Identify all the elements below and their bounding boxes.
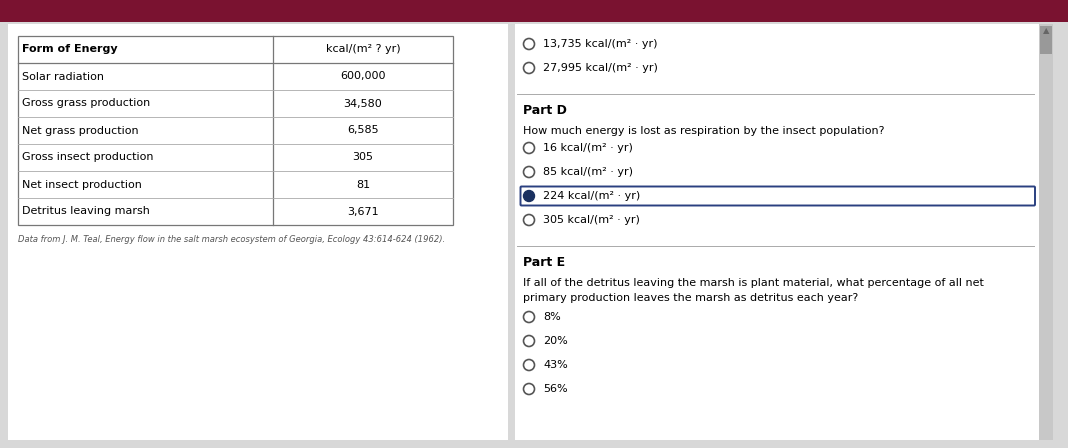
Text: 43%: 43%	[543, 360, 568, 370]
Text: Solar radiation: Solar radiation	[22, 72, 104, 82]
Bar	[515, 24, 1053, 440]
Bar	[0, 0, 1068, 22]
Text: 600,000: 600,000	[341, 72, 386, 82]
Text: How much energy is lost as respiration by the insect population?: How much energy is lost as respiration b…	[523, 126, 884, 136]
Text: Gross grass production: Gross grass production	[22, 99, 151, 108]
Text: 56%: 56%	[543, 384, 567, 394]
Text: 305 kcal/(m² · yr): 305 kcal/(m² · yr)	[543, 215, 640, 225]
Text: 305: 305	[352, 152, 374, 163]
Text: ▲: ▲	[1042, 26, 1049, 35]
Bar	[18, 36, 453, 225]
Text: 27,995 kcal/(m² · yr): 27,995 kcal/(m² · yr)	[543, 63, 658, 73]
Text: Net insect production: Net insect production	[22, 180, 142, 190]
Text: 85 kcal/(m² · yr): 85 kcal/(m² · yr)	[543, 167, 633, 177]
Text: 8%: 8%	[543, 312, 561, 322]
Text: Detritus leaving marsh: Detritus leaving marsh	[22, 207, 150, 216]
Text: 81: 81	[356, 180, 371, 190]
Text: Part D: Part D	[523, 104, 567, 117]
Text: 34,580: 34,580	[344, 99, 382, 108]
Text: 16 kcal/(m² · yr): 16 kcal/(m² · yr)	[543, 143, 633, 153]
Text: Gross insect production: Gross insect production	[22, 152, 154, 163]
Text: 224 kcal/(m² · yr): 224 kcal/(m² · yr)	[543, 191, 640, 201]
Text: If all of the detritus leaving the marsh is plant material, what percentage of a: If all of the detritus leaving the marsh…	[523, 278, 984, 288]
Text: Form of Energy: Form of Energy	[22, 44, 117, 55]
Bar	[7, 24, 508, 440]
Text: Part E: Part E	[523, 256, 565, 269]
Text: Net grass production: Net grass production	[22, 125, 139, 135]
Text: kcal/(m² ? yr): kcal/(m² ? yr)	[326, 44, 400, 54]
Text: 3,671: 3,671	[347, 207, 379, 216]
Text: primary production leaves the marsh as detritus each year?: primary production leaves the marsh as d…	[523, 293, 859, 303]
Text: Data from J. M. Teal, Energy flow in the salt marsh ecosystem of Georgia, Ecolog: Data from J. M. Teal, Energy flow in the…	[18, 235, 445, 244]
Bar	[1039, 24, 1053, 440]
Text: 13,735 kcal/(m² · yr): 13,735 kcal/(m² · yr)	[543, 39, 658, 49]
Bar	[1040, 26, 1052, 54]
Text: 20%: 20%	[543, 336, 568, 346]
Text: 6,585: 6,585	[347, 125, 379, 135]
Circle shape	[523, 190, 534, 202]
